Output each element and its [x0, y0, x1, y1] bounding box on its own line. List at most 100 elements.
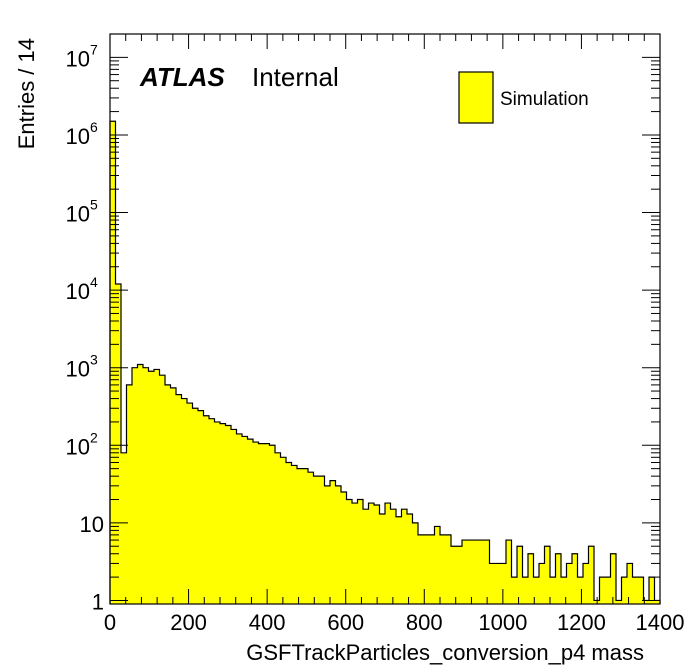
histogram-bar: [126, 384, 133, 604]
y-tick-exponent: 4: [90, 274, 98, 290]
x-tick-label: 1200: [557, 610, 606, 635]
histogram-bar: [242, 436, 248, 604]
histogram-bar: [302, 468, 309, 604]
histogram-bar: [170, 387, 177, 604]
y-tick-label: 10: [66, 279, 90, 304]
x-tick-label: 800: [406, 610, 443, 635]
histogram-bar: [258, 443, 265, 604]
histogram-bar: [517, 546, 523, 604]
internal-label: Internal: [252, 62, 339, 92]
histogram-bar: [583, 563, 589, 604]
histogram-bar: [412, 522, 419, 604]
histogram-bar: [473, 540, 479, 604]
atlas-label: ATLAS: [139, 62, 225, 92]
histogram-bar: [148, 371, 155, 604]
histogram-bar: [418, 534, 424, 604]
histogram-bar: [330, 480, 336, 604]
histogram-bar: [429, 534, 435, 604]
plot-frame: [109, 33, 661, 605]
histogram-bar: [187, 403, 193, 604]
histogram-bar: [253, 442, 259, 604]
histogram-bar: [440, 534, 446, 604]
histogram-bar: [616, 600, 622, 604]
y-tick-label: 10: [66, 202, 90, 227]
y-tick-exponent: 5: [90, 197, 98, 213]
legend-swatch: [458, 71, 494, 124]
histogram-bar: [451, 546, 457, 604]
histogram-bar: [110, 121, 116, 604]
histogram-bar: [588, 546, 595, 604]
histogram-bar: [390, 509, 397, 604]
histogram-bar: [236, 433, 243, 604]
histogram-bar: [434, 526, 441, 604]
histogram-bar: [115, 283, 122, 604]
histogram-bar: [291, 465, 298, 604]
histogram-bar: [539, 563, 545, 604]
histogram-bar: [649, 577, 655, 604]
histogram-bar: [500, 563, 507, 604]
x-axis-ticks: 0 200 400 600 800 1000 1200 1400: [104, 34, 684, 635]
histogram-bar: [214, 421, 221, 604]
histogram-bar: [308, 472, 314, 604]
histogram-bar: [627, 563, 633, 604]
histogram-bar: [143, 367, 149, 604]
histogram-bar: [368, 503, 375, 604]
y-tick-label: 1: [92, 589, 104, 614]
histogram-bar: [396, 516, 402, 604]
histogram-bar: [275, 452, 281, 604]
histogram-bar: [269, 445, 276, 604]
histogram-bar: [346, 499, 353, 604]
histogram-bar: [511, 577, 518, 604]
histogram-bar: [220, 423, 226, 604]
histogram-bar: [478, 540, 485, 604]
histogram-bar: [121, 452, 127, 604]
histogram-bar: [286, 462, 292, 604]
histogram-bar: [577, 577, 584, 604]
histogram-bar: [423, 534, 430, 604]
histogram-bar: [280, 457, 287, 604]
histogram-bar: [533, 577, 540, 604]
y-tick-exponent: 2: [90, 429, 98, 445]
y-tick-exponent: 6: [90, 119, 98, 135]
y-tick-exponent: 3: [90, 352, 98, 368]
histogram-bar: [456, 546, 463, 604]
y-tick-label: 10: [66, 46, 90, 71]
histogram-bar: [176, 394, 182, 604]
histogram-bar: [462, 540, 468, 604]
histogram-bar: [209, 418, 215, 604]
histogram-bar: [621, 577, 628, 604]
histogram-bar: [599, 577, 606, 604]
histogram-bar: [297, 468, 303, 604]
histogram-bar: [632, 577, 639, 604]
x-tick-label: 200: [170, 610, 207, 635]
histogram-bar: [357, 499, 364, 604]
histogram-bar: [445, 534, 452, 604]
histogram-bar: [198, 410, 204, 604]
histogram-bar: [203, 415, 210, 604]
histogram-bar: [522, 577, 529, 604]
y-tick-label: 10: [66, 357, 90, 382]
histogram-bar: [231, 429, 237, 604]
histogram-bar: [165, 384, 171, 604]
histogram-bar: [225, 425, 232, 604]
histogram-bar: [132, 367, 138, 604]
histogram-bar: [555, 553, 562, 604]
histogram-bar: [489, 563, 496, 604]
histogram-bar: [561, 577, 567, 604]
histogram-bar: [181, 398, 188, 604]
histogram-bar: [605, 577, 611, 604]
histogram-bars: [110, 121, 661, 604]
histogram-bar: [385, 503, 391, 604]
histogram-bar: [407, 514, 413, 604]
histogram-bar: [572, 553, 578, 604]
x-axis-title: GSFTrackParticles_conversion_p4 mass: [246, 640, 644, 665]
histogram-bar: [313, 476, 320, 604]
histogram-bar: [264, 443, 270, 604]
y-tick-label: 10: [80, 512, 104, 537]
histogram-bar: [192, 408, 199, 604]
y-tick-label: 10: [66, 124, 90, 149]
histogram-bar: [154, 369, 160, 604]
legend-entry-simulation: Simulation: [500, 89, 589, 110]
